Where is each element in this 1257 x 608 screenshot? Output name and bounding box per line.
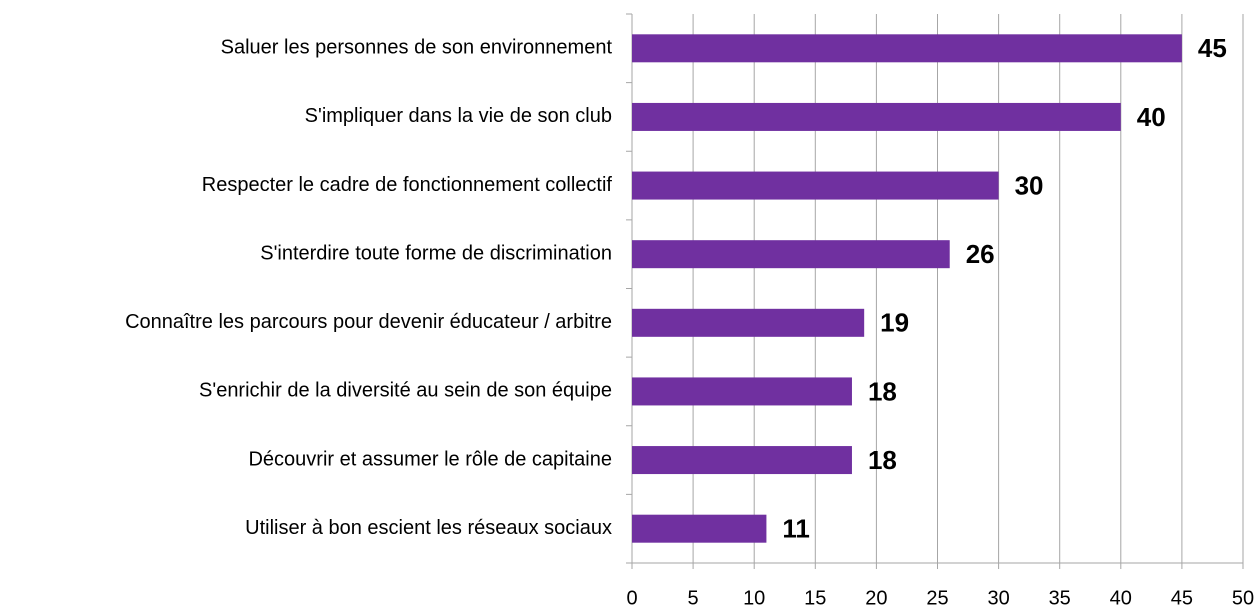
x-tick-label: 40 xyxy=(1110,587,1132,608)
y-tick-label: Saluer les personnes de son environnemen… xyxy=(221,37,613,59)
value-label: 40 xyxy=(1137,102,1166,132)
value-label: 18 xyxy=(868,445,897,475)
value-label: 19 xyxy=(880,308,909,338)
bar xyxy=(632,34,1182,63)
y-tick-label: S'interdire toute forme de discriminatio… xyxy=(260,242,612,264)
bar xyxy=(632,308,865,337)
y-tick-label: Respecter le cadre de fonctionnement col… xyxy=(202,174,613,196)
y-tick-label: S'enrichir de la diversité au sein de so… xyxy=(199,380,612,402)
y-tick-label: S'impliquer dans la vie de son club xyxy=(305,105,612,127)
x-tick-label: 20 xyxy=(865,587,887,608)
bar xyxy=(632,514,767,543)
x-tick-label: 35 xyxy=(1049,587,1071,608)
bar xyxy=(632,446,852,475)
x-tick-label: 30 xyxy=(987,587,1009,608)
value-label: 18 xyxy=(868,376,897,406)
y-tick-label: Connaître les parcours pour devenir éduc… xyxy=(125,311,612,333)
y-tick-label: Utiliser à bon escient les réseaux socia… xyxy=(245,517,612,539)
x-tick-label: 0 xyxy=(626,587,637,608)
bar xyxy=(632,171,999,200)
value-label: 11 xyxy=(782,514,810,544)
x-tick-label: 10 xyxy=(743,587,765,608)
bar xyxy=(632,102,1121,131)
value-label: 26 xyxy=(966,239,995,269)
x-tick-label: 25 xyxy=(926,587,948,608)
bar xyxy=(632,240,950,269)
bar xyxy=(632,377,852,406)
x-tick-label: 5 xyxy=(688,587,699,608)
x-tick-label: 15 xyxy=(804,587,826,608)
value-label: 45 xyxy=(1198,33,1227,63)
value-label: 30 xyxy=(1015,170,1044,200)
x-tick-label: 45 xyxy=(1171,587,1193,608)
x-tick-label: 50 xyxy=(1232,587,1254,608)
y-tick-label: Découvrir et assumer le rôle de capitain… xyxy=(248,448,612,470)
